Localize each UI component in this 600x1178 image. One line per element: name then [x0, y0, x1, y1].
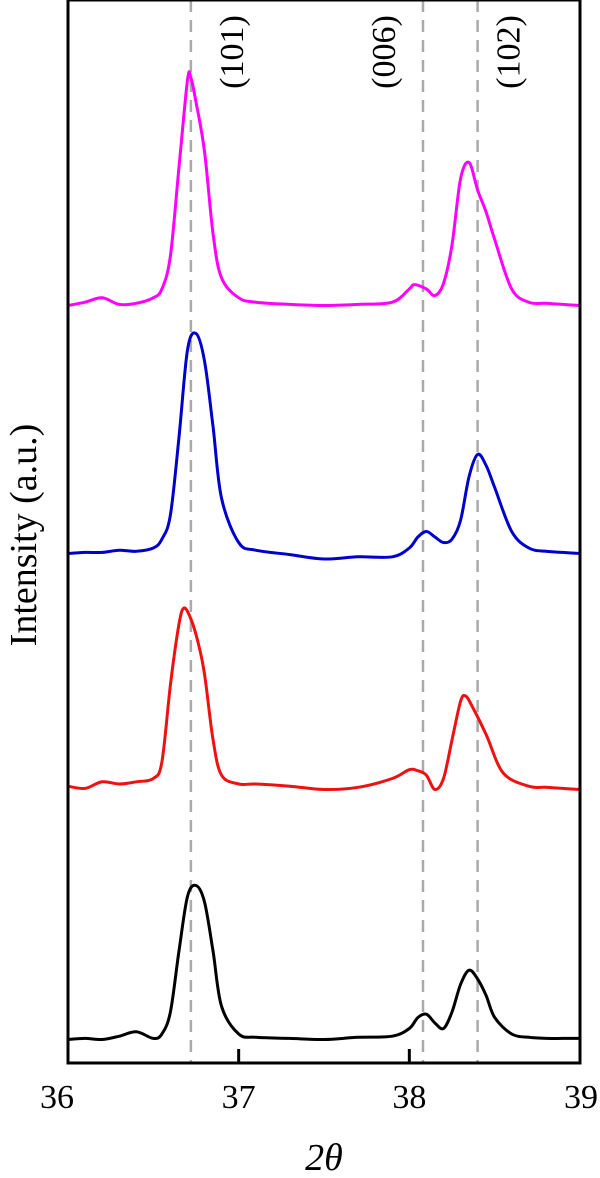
x-tick-label-1: 37: [222, 1079, 256, 1116]
peak-label-1: (006): [366, 15, 403, 89]
x-tick-label-0: 36: [40, 1079, 74, 1116]
x-tick-label-2: 38: [392, 1079, 426, 1116]
peak-label-2: (102): [491, 15, 528, 89]
series-line-1: [67, 331, 581, 561]
series-line-0: [67, 70, 581, 307]
data-curves: [67, 70, 581, 1042]
peak-labels: (101) (006) (102): [214, 15, 528, 89]
series-line-3: [67, 883, 580, 1042]
x-tick-label-3: 39: [564, 1079, 598, 1116]
peak-label-0: (101): [214, 15, 251, 89]
x-axis-ticks: 36 37 38 39: [40, 1049, 598, 1116]
series-line-2: [67, 606, 581, 792]
y-axis-title: Intensity (a.u.): [3, 424, 45, 647]
x-axis-title: 2θ: [305, 1137, 343, 1178]
plot-frame: [66, 0, 582, 1065]
